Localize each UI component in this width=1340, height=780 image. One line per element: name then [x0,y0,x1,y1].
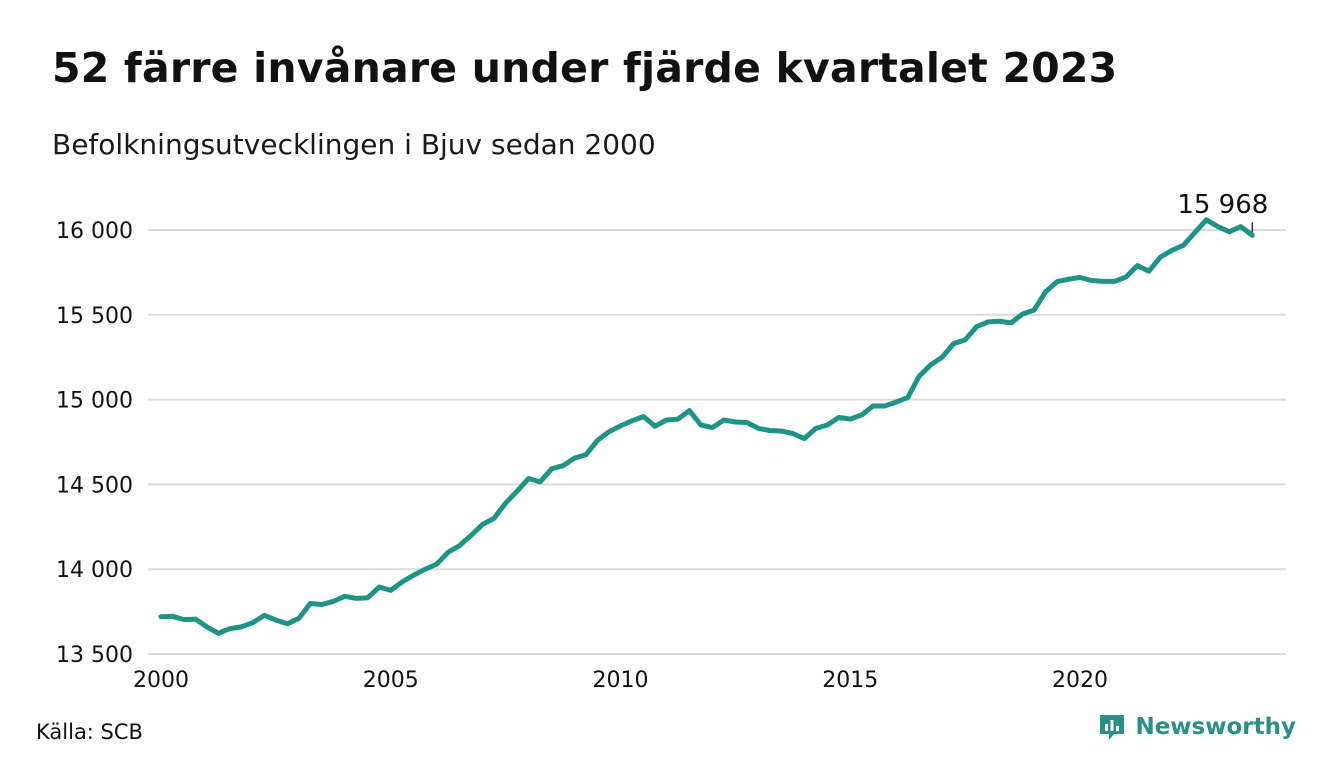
chart-title: 52 färre invånare under fjärde kvartalet… [52,44,1118,92]
annotations: 15 968 [1177,190,1268,233]
chart-subtitle: Befolkningsutvecklingen i Bjuv sedan 200… [52,128,656,161]
y-tick-label: 16 000 [56,219,133,244]
y-tick-label: 14 000 [56,558,133,583]
y-tick-label: 15 500 [56,304,133,329]
y-axis: 13 500 14 000 14 500 15 000 15 500 16 000 [56,219,133,668]
series-line [158,217,1255,636]
end-value-label: 15 968 [1177,190,1268,220]
x-tick-label: 2020 [1052,668,1108,693]
series-layer [158,217,1255,636]
y-tick-label: 15 000 [56,389,133,414]
x-tick-label: 2005 [363,668,419,693]
brand-name: Newsworthy [1135,714,1296,740]
y-tick-label: 13 500 [56,643,133,668]
newsworthy-logo-icon [1100,715,1125,740]
gridlines [148,229,1286,655]
y-tick-label: 14 500 [56,473,133,498]
x-tick-label: 2015 [822,668,878,693]
x-tick-label: 2000 [133,668,189,693]
brand-logo: Newsworthy [1097,712,1296,742]
x-axis: 2000 2005 2010 2015 2020 [133,668,1108,693]
source-note: Källa: SCB [36,720,143,744]
x-tick-label: 2010 [593,668,649,693]
